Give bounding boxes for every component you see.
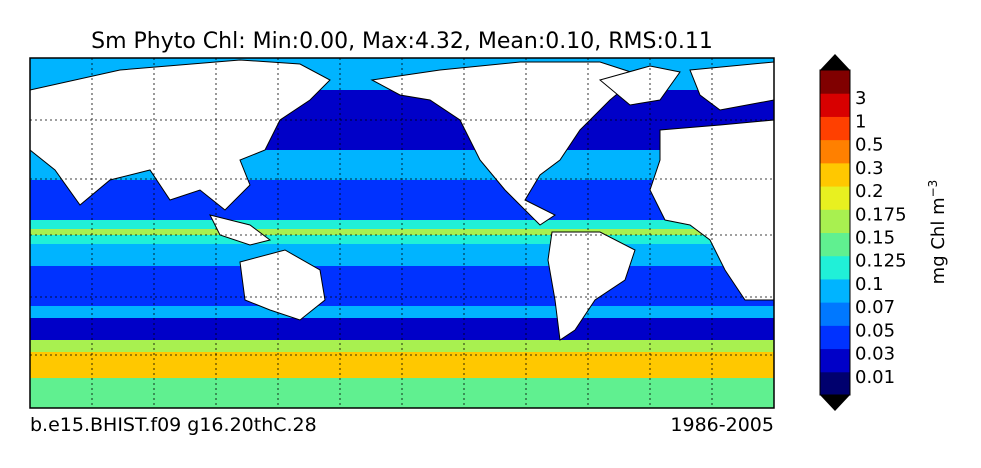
colorbar-label-exponent: −3 xyxy=(926,180,940,198)
colorbar-segment xyxy=(820,162,850,187)
date-range: 1986-2005 xyxy=(670,414,774,436)
band xyxy=(30,229,774,235)
colorbar-segment xyxy=(820,139,850,164)
colorbar-segment xyxy=(820,232,850,257)
colorbar-tick-label: 0.125 xyxy=(855,251,907,272)
map xyxy=(30,58,774,408)
colorbar-tick-label: 3 xyxy=(855,88,866,109)
colorbar-tick-label: 0.05 xyxy=(855,320,895,341)
colorbar-frame xyxy=(819,69,851,396)
colorbar-tick-label: 0.175 xyxy=(855,204,907,225)
colorbar-segment xyxy=(820,209,850,233)
colorbar-segment xyxy=(820,302,850,326)
colorbar-segment xyxy=(820,278,850,303)
graticule xyxy=(30,58,774,408)
colorbar-tick-label: 1 xyxy=(855,111,866,132)
colorbar-segment xyxy=(820,70,850,94)
colorbar-tick-label: 0.1 xyxy=(855,274,884,295)
map-frame xyxy=(29,57,775,409)
colorbar-tick-label: 0.07 xyxy=(855,297,895,318)
run-name: b.e15.BHIST.f09 g16.20thC.28 xyxy=(30,414,317,436)
map-title: Sm Phyto Chl: Min:0.00, Max:4.32, Mean:0… xyxy=(91,29,713,54)
colorbar-segment xyxy=(820,325,850,350)
colorbar-segment xyxy=(820,348,850,373)
colorbar-tick-label: 0.15 xyxy=(855,228,895,249)
colorbar-tick-label: 0.2 xyxy=(855,181,884,202)
colorbar-extend-top xyxy=(820,54,850,70)
colorbar-extend-bottom xyxy=(820,395,850,411)
colorbar-tick-label: 0.5 xyxy=(855,135,884,156)
colorbar-segment xyxy=(820,371,850,396)
colorbar-tick-label: 0.03 xyxy=(855,344,895,365)
colorbar-segment xyxy=(820,116,850,141)
colorbar-segment xyxy=(820,255,850,280)
colorbar-tick-label: 0.01 xyxy=(855,367,895,388)
colorbar-tick-label: 0.3 xyxy=(855,158,884,179)
colorbar-segment xyxy=(820,186,850,210)
colorbar-segment xyxy=(820,93,850,117)
colorbar-label-text: mg Chl m xyxy=(928,197,949,284)
colorbar-label: mg Chl m−3 xyxy=(926,180,949,285)
